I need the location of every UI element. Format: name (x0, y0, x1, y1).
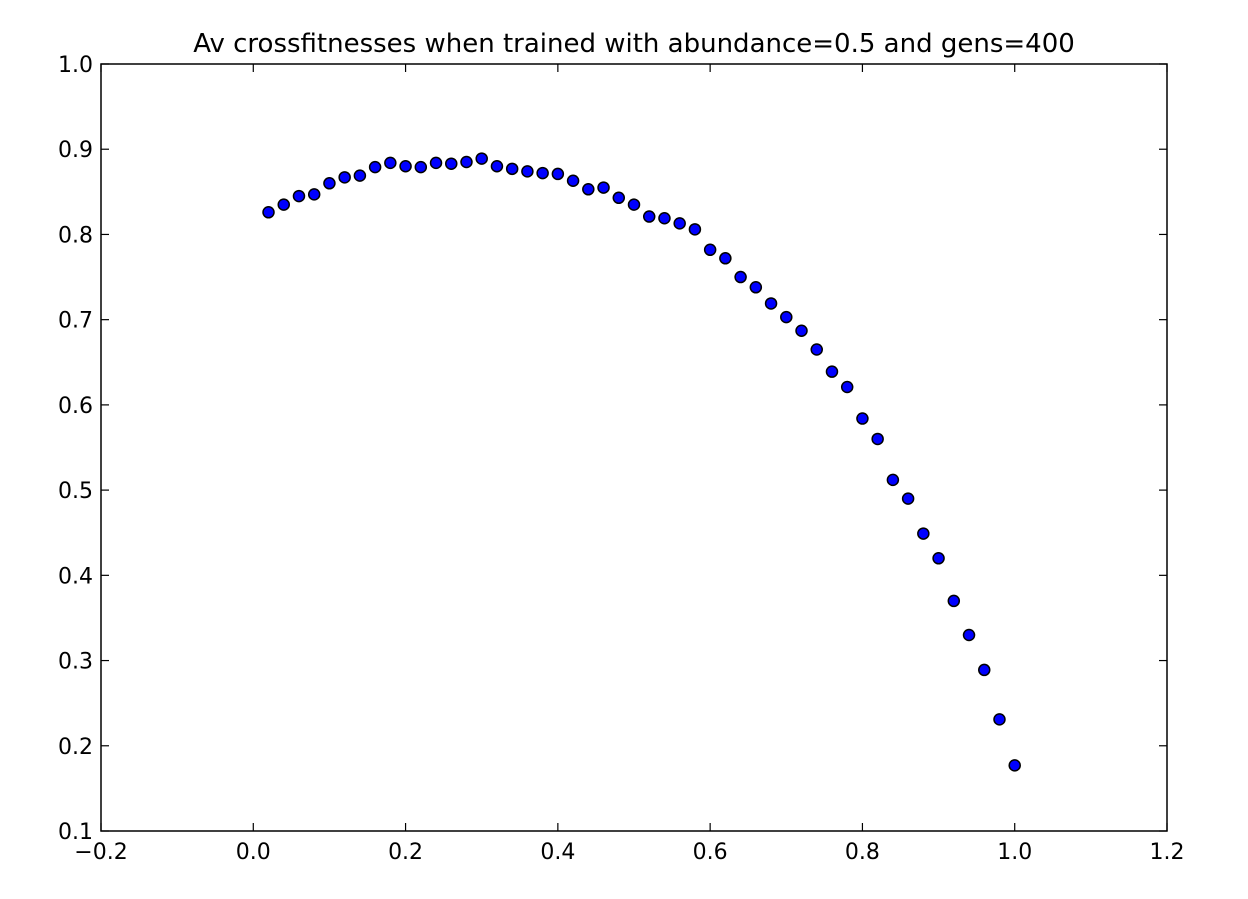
scatter-point (688, 223, 702, 236)
scatter-point (505, 162, 519, 176)
scatter-point (886, 473, 900, 487)
scatter-point (947, 594, 961, 608)
y-tick-label: 0.3 (58, 650, 93, 675)
scatter-point (475, 152, 488, 165)
scatter-point (521, 165, 534, 178)
scatter-point (414, 160, 428, 174)
y-tick-label: 0.8 (58, 223, 93, 248)
y-tick-label: 0.2 (58, 735, 93, 760)
scatter-point (384, 156, 397, 170)
scatter-point (978, 663, 991, 677)
x-axis: −0.2 0.0 0.2 0.4 0.6 0.8 1.0 1.2 (74, 64, 1185, 865)
scatter-point (917, 527, 930, 540)
plot-area: −0.2 0.0 0.2 0.4 0.6 0.8 1.0 1.2 0.10.20.30.40.… (58, 53, 1185, 865)
y-axis: 0.1 0.2 0.3 0.4 0.5 0.6 0.7 0.8 0.9 1.0 (58, 53, 1167, 845)
x-tick-label: −0.2 (74, 840, 127, 865)
y-tick-label: 0.6 (58, 394, 93, 419)
chart-title: Av crossfitnesses when trained with abun… (193, 29, 1075, 59)
scatter-point (749, 281, 763, 294)
scatter-point (658, 212, 671, 225)
scatter-point (703, 243, 717, 257)
scatter-point (353, 169, 367, 182)
scatter-point (871, 432, 884, 446)
scatter-point (262, 206, 275, 219)
scatter-point (582, 183, 595, 196)
x-tick-label: 0.4 (540, 840, 575, 865)
scatter-point (734, 270, 747, 284)
y-tick-label: 0.7 (58, 309, 93, 334)
scatter-point (932, 552, 945, 565)
scatter-point (612, 191, 626, 205)
scatter-point (993, 713, 1006, 726)
axes-frame (100, 63, 1168, 832)
scatter-point (764, 297, 778, 310)
y-tick-label: 0.1 (58, 820, 93, 845)
scatter-point (642, 210, 656, 223)
x-tick-label: 0.2 (388, 840, 423, 865)
scatter-point (536, 166, 549, 180)
x-tick-label: 1.0 (997, 840, 1032, 865)
scatter-point (323, 177, 336, 190)
scatter-point (795, 324, 808, 337)
scatter-point (368, 160, 382, 174)
scatter-point (445, 157, 458, 170)
scatter-series (262, 152, 1021, 772)
scatter-point (962, 628, 976, 642)
scatter-point (825, 365, 839, 378)
scatter-point (551, 167, 565, 181)
scatter-point (338, 171, 351, 184)
scatter-point (856, 412, 869, 425)
scatter-point (1008, 759, 1021, 772)
scatter-point (307, 188, 321, 201)
scatter-point (292, 189, 306, 203)
scatter-point (719, 252, 732, 265)
y-tick-label: 1.0 (58, 53, 93, 78)
scatter-point (901, 492, 915, 505)
scatter-point (460, 155, 473, 169)
x-tick-label: 1.2 (1150, 840, 1185, 865)
y-tick-label: 0.9 (58, 138, 93, 163)
scatter-point (399, 160, 412, 173)
scatter-point (810, 343, 823, 356)
x-tick-label: 0.6 (693, 840, 728, 865)
scatter-point (429, 156, 443, 170)
scatter-point (277, 198, 290, 211)
scatter-point (597, 181, 610, 194)
y-tick-label: 0.5 (58, 479, 93, 504)
y-tick-label: 0.4 (58, 564, 93, 589)
scatter-point (780, 310, 793, 324)
scatter-point (673, 217, 686, 230)
scatter-point (627, 198, 641, 211)
x-tick-label: 0.8 (845, 840, 880, 865)
scatter-point (490, 160, 504, 173)
x-tick-label: 0.0 (236, 840, 271, 865)
scatter-point (840, 380, 854, 394)
scatter-point (566, 174, 580, 188)
